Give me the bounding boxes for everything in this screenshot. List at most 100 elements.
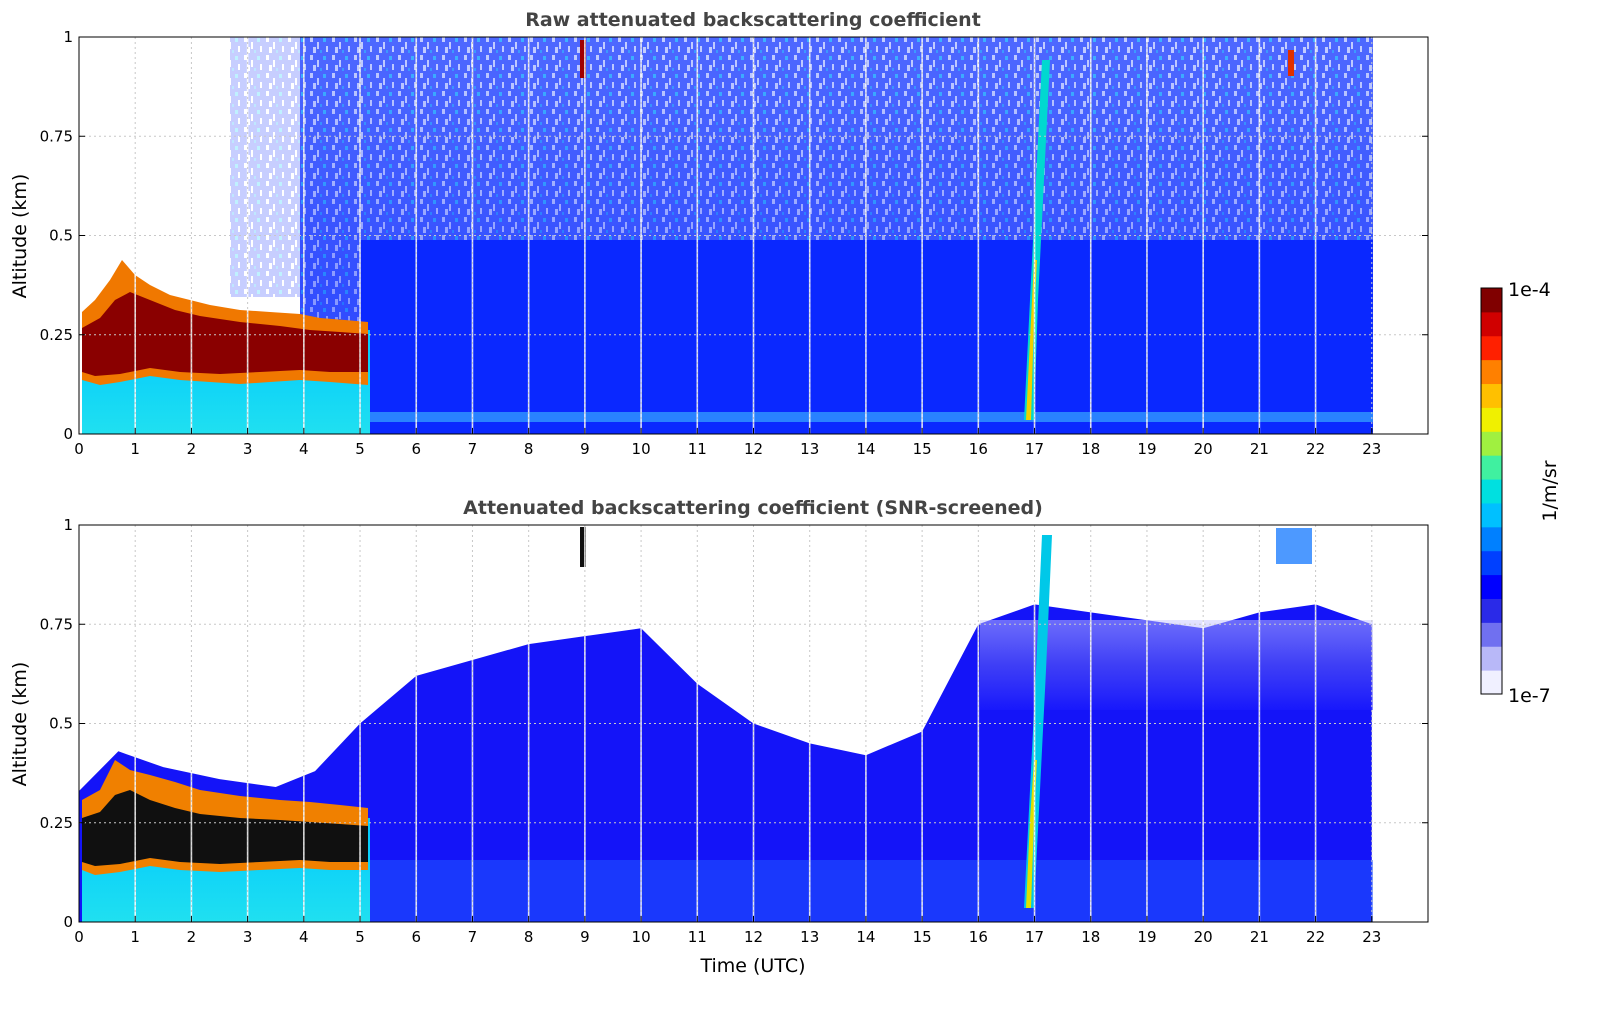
x-tick-label: 18 xyxy=(1081,928,1100,946)
x-tick-label: 9 xyxy=(580,440,590,458)
x-tick-label: 17 xyxy=(1025,440,1044,458)
data-gap xyxy=(303,525,305,922)
y-tick-label: 1 xyxy=(63,28,73,46)
x-tick-label: 5 xyxy=(355,440,365,458)
x-tick-label: 16 xyxy=(969,440,988,458)
x-tick-label: 13 xyxy=(800,440,819,458)
x-tick-label: 15 xyxy=(913,440,932,458)
colorbar-band xyxy=(1481,431,1502,456)
x-tick-label: 0 xyxy=(74,440,84,458)
x-tick-label: 19 xyxy=(1137,440,1156,458)
x-tick-label: 3 xyxy=(243,928,253,946)
x-tick-label: 10 xyxy=(632,928,651,946)
data-gap xyxy=(527,37,530,434)
colorbar-band xyxy=(1481,479,1502,504)
data-gap xyxy=(640,525,642,922)
data-gap xyxy=(471,37,474,434)
screened-boundary-layer-core xyxy=(82,790,368,866)
colorbar-band xyxy=(1481,311,1502,337)
x-tick-label: 4 xyxy=(299,440,309,458)
colorbar-band xyxy=(1481,383,1502,408)
colorbar-band xyxy=(1481,646,1502,671)
colorbar-band xyxy=(1481,407,1502,432)
x-tick-label: 1 xyxy=(130,928,140,946)
data-gap xyxy=(921,37,923,434)
x-tick-label: 1 xyxy=(130,440,140,458)
raw-panel-title: Raw attenuated backscattering coefficien… xyxy=(525,9,981,31)
x-tick-label: 6 xyxy=(411,928,421,946)
data-gap xyxy=(752,525,755,922)
screened-backscatter-panel: Attenuated backscattering coefficient (S… xyxy=(9,497,1429,977)
data-gap xyxy=(471,525,474,922)
colorbar-units-label: 1/m/sr xyxy=(1539,460,1561,521)
data-gap xyxy=(696,37,699,434)
data-gap xyxy=(190,525,193,922)
data-gap xyxy=(977,525,980,922)
colorbar-min-label: 1e-7 xyxy=(1508,685,1551,707)
colorbar-max-label: 1e-4 xyxy=(1508,279,1551,301)
y-tick-label: 0.75 xyxy=(40,127,73,145)
data-gap xyxy=(1146,37,1148,434)
data-gap xyxy=(190,37,193,434)
screened-panel-title: Attenuated backscattering coefficient (S… xyxy=(463,497,1043,519)
data-gap xyxy=(527,525,530,922)
raw-y-axis-label: Altitude (km) xyxy=(9,174,31,299)
data-gap xyxy=(303,37,305,434)
colorbar-band xyxy=(1481,670,1502,695)
x-tick-label: 11 xyxy=(688,928,707,946)
y-tick-label: 0.25 xyxy=(40,326,73,344)
data-gap xyxy=(977,37,980,434)
y-tick-label: 1 xyxy=(63,516,73,534)
x-tick-label: 8 xyxy=(524,928,534,946)
screened-y-axis-label: Altitude (km) xyxy=(9,662,31,787)
y-tick-label: 0.5 xyxy=(49,227,73,245)
x-tick-label: 3 xyxy=(243,440,253,458)
x-axis-label: Time (UTC) xyxy=(699,955,805,977)
colorbar: 1e-4 1e-7 1/m/sr xyxy=(1480,279,1561,707)
colorbar-band xyxy=(1481,574,1502,599)
x-tick-label: 19 xyxy=(1137,928,1156,946)
x-tick-label: 17 xyxy=(1025,928,1044,946)
x-tick-label: 12 xyxy=(744,440,763,458)
x-tick-label: 16 xyxy=(969,928,988,946)
colorbar-band xyxy=(1481,502,1502,528)
colorbar-band xyxy=(1481,359,1502,385)
x-tick-label: 15 xyxy=(913,928,932,946)
x-tick-label: 22 xyxy=(1306,928,1325,946)
colorbar-band xyxy=(1481,622,1502,647)
x-tick-label: 13 xyxy=(800,928,819,946)
x-tick-label: 12 xyxy=(744,928,763,946)
y-tick-label: 0 xyxy=(63,913,73,931)
raw-x-axis: 0 1 2 3 4 5 6 7 8 9 10 11 12 13 14 15 16 17 18 19 20 21 22 23 xyxy=(74,428,1381,458)
colorbar-band xyxy=(1481,455,1502,480)
y-tick-label: 0.75 xyxy=(40,615,73,633)
data-gap xyxy=(246,37,249,434)
screened-y-axis: 0 0.25 0.5 0.75 1 xyxy=(40,516,1428,931)
x-tick-label: 0 xyxy=(74,928,84,946)
data-gap xyxy=(1202,525,1204,922)
y-tick-label: 0.25 xyxy=(40,814,73,832)
y-tick-label: 0.5 xyxy=(49,715,73,733)
x-tick-label: 2 xyxy=(187,928,197,946)
x-tick-label: 20 xyxy=(1194,928,1213,946)
raw-boundary-layer-core xyxy=(82,292,368,376)
colorbar-band xyxy=(1481,288,1502,313)
x-tick-label: 14 xyxy=(856,928,875,946)
colorbar-band xyxy=(1481,598,1502,623)
raw-grid xyxy=(79,37,1428,434)
data-gap xyxy=(640,37,642,434)
data-gap xyxy=(1202,37,1204,434)
colorbar-band xyxy=(1481,550,1502,576)
x-tick-label: 21 xyxy=(1250,928,1269,946)
data-gap xyxy=(415,37,418,434)
screened-grid xyxy=(79,525,1428,922)
x-tick-label: 14 xyxy=(856,440,875,458)
raw-noise-fringe xyxy=(230,37,300,297)
x-tick-label: 20 xyxy=(1194,440,1213,458)
x-tick-label: 7 xyxy=(468,928,478,946)
raw-spot-9h xyxy=(580,40,586,78)
x-tick-label: 18 xyxy=(1081,440,1100,458)
x-tick-label: 10 xyxy=(632,440,651,458)
colorbar-band xyxy=(1481,526,1502,552)
data-gap xyxy=(1146,525,1148,922)
